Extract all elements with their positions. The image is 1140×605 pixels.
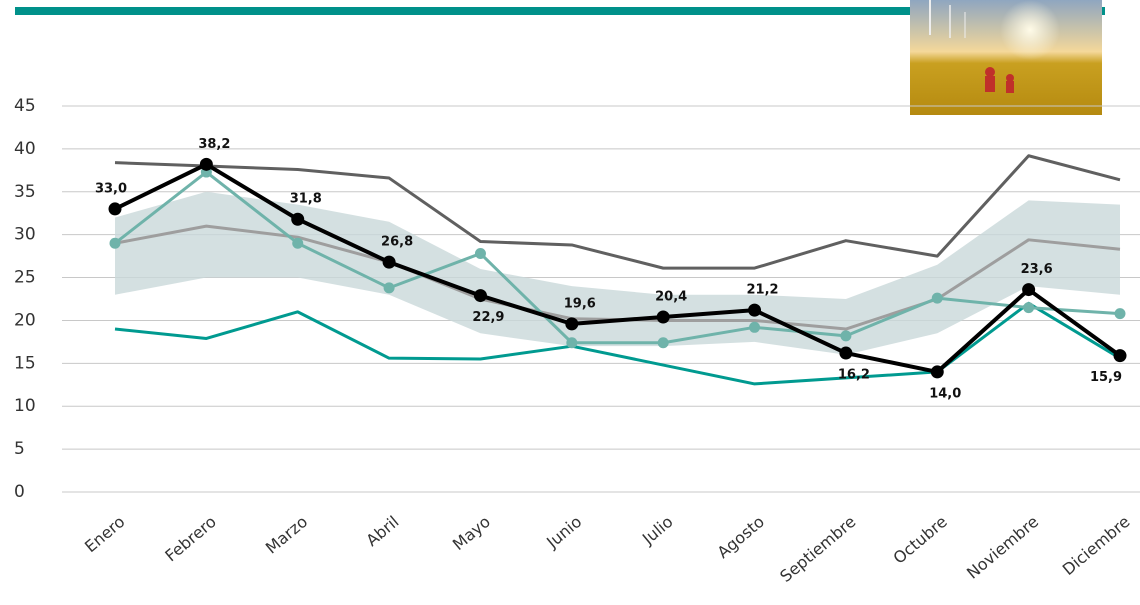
data-label: 14,0 xyxy=(929,386,961,401)
x-tick-label: Julio xyxy=(638,512,677,549)
point xyxy=(565,317,579,331)
data-label: 23,6 xyxy=(1021,262,1053,277)
data-label: 31,8 xyxy=(290,192,322,207)
x-tick-label: Diciembre xyxy=(1059,512,1134,579)
data-label: 15,9 xyxy=(1090,370,1122,385)
point xyxy=(383,282,395,294)
point xyxy=(474,248,486,260)
point xyxy=(840,330,852,342)
data-label: 26,8 xyxy=(381,235,413,250)
y-tick-label: 35 xyxy=(14,182,36,202)
series-line xyxy=(114,170,1121,345)
y-tick-label: 30 xyxy=(14,225,36,245)
point xyxy=(566,337,578,349)
x-tick-label: Octubre xyxy=(889,512,950,568)
series-line xyxy=(114,162,1122,374)
x-tick-label: Abril xyxy=(362,512,402,550)
point xyxy=(749,321,761,333)
x-tick-label: Mayo xyxy=(449,512,494,554)
y-tick-label: 10 xyxy=(14,396,36,416)
x-tick-label: Noviembre xyxy=(963,512,1042,583)
point xyxy=(930,365,944,379)
point xyxy=(656,310,670,324)
point xyxy=(291,212,305,226)
x-tick-label: Junio xyxy=(542,512,585,552)
y-tick-label: 5 xyxy=(14,439,25,459)
photo xyxy=(910,0,1102,115)
point xyxy=(839,346,853,360)
data-label: 38,2 xyxy=(198,137,230,152)
y-tick-label: 40 xyxy=(14,139,36,159)
point xyxy=(931,292,943,304)
point xyxy=(1022,283,1036,297)
point xyxy=(382,255,396,269)
point xyxy=(1023,302,1035,314)
header-bar xyxy=(15,7,1105,15)
point xyxy=(657,337,669,349)
x-tick-label: Marzo xyxy=(262,512,311,558)
point xyxy=(473,289,487,303)
point xyxy=(1114,308,1126,320)
point xyxy=(108,202,122,216)
data-label: 16,2 xyxy=(838,368,870,383)
point xyxy=(199,157,213,171)
data-label: 33,0 xyxy=(95,181,127,196)
x-tick-label: Enero xyxy=(81,512,129,556)
y-tick-label: 20 xyxy=(14,310,36,330)
x-tick-label: Septiembre xyxy=(776,512,859,586)
x-tick-label: Agosto xyxy=(713,512,768,562)
data-label: 20,4 xyxy=(655,290,687,305)
data-label: 22,9 xyxy=(472,310,504,325)
data-label: 21,2 xyxy=(747,283,779,298)
range-band xyxy=(115,191,1120,355)
series-line xyxy=(114,154,1121,270)
y-tick-label: 45 xyxy=(14,96,36,116)
point xyxy=(1113,349,1127,363)
y-tick-label: 15 xyxy=(14,353,36,373)
y-tick-label: 25 xyxy=(14,268,36,288)
x-tick-label: Febrero xyxy=(161,512,219,565)
point xyxy=(109,237,121,249)
y-tick-label: 0 xyxy=(14,482,25,502)
point xyxy=(292,237,304,249)
point xyxy=(748,303,762,317)
data-label: 19,6 xyxy=(564,296,596,311)
